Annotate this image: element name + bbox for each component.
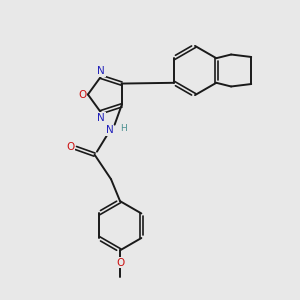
- Text: N: N: [98, 112, 105, 123]
- Text: O: O: [78, 89, 87, 100]
- Text: N: N: [106, 125, 113, 135]
- Text: H: H: [120, 124, 127, 133]
- Text: O: O: [66, 142, 75, 152]
- Text: N: N: [98, 66, 105, 76]
- Text: O: O: [116, 258, 124, 268]
